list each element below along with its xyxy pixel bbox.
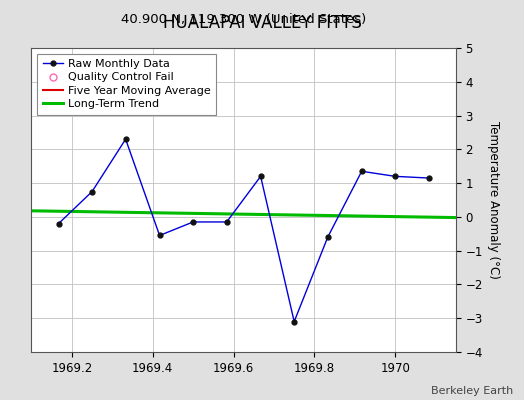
Raw Monthly Data: [89, 189, 95, 194]
Raw Monthly Data: [190, 220, 196, 224]
Y-axis label: Temperature Anomaly (°C): Temperature Anomaly (°C): [487, 121, 500, 279]
Raw Monthly Data: [324, 235, 331, 240]
Raw Monthly Data: [358, 169, 365, 174]
Raw Monthly Data: [392, 174, 398, 179]
Title: 40.900 N, 119.300 W (United States): 40.900 N, 119.300 W (United States): [121, 13, 366, 26]
Text: HUALAPAI VALLEY FITTS: HUALAPAI VALLEY FITTS: [162, 14, 362, 32]
Line: Raw Monthly Data: Raw Monthly Data: [56, 137, 431, 324]
Legend: Raw Monthly Data, Quality Control Fail, Five Year Moving Average, Long-Term Tren: Raw Monthly Data, Quality Control Fail, …: [37, 54, 216, 115]
Raw Monthly Data: [425, 176, 432, 180]
Raw Monthly Data: [56, 221, 62, 226]
Raw Monthly Data: [257, 174, 264, 179]
Raw Monthly Data: [291, 319, 297, 324]
Raw Monthly Data: [123, 137, 129, 142]
Raw Monthly Data: [157, 233, 163, 238]
Raw Monthly Data: [224, 220, 230, 224]
Text: Berkeley Earth: Berkeley Earth: [431, 386, 514, 396]
